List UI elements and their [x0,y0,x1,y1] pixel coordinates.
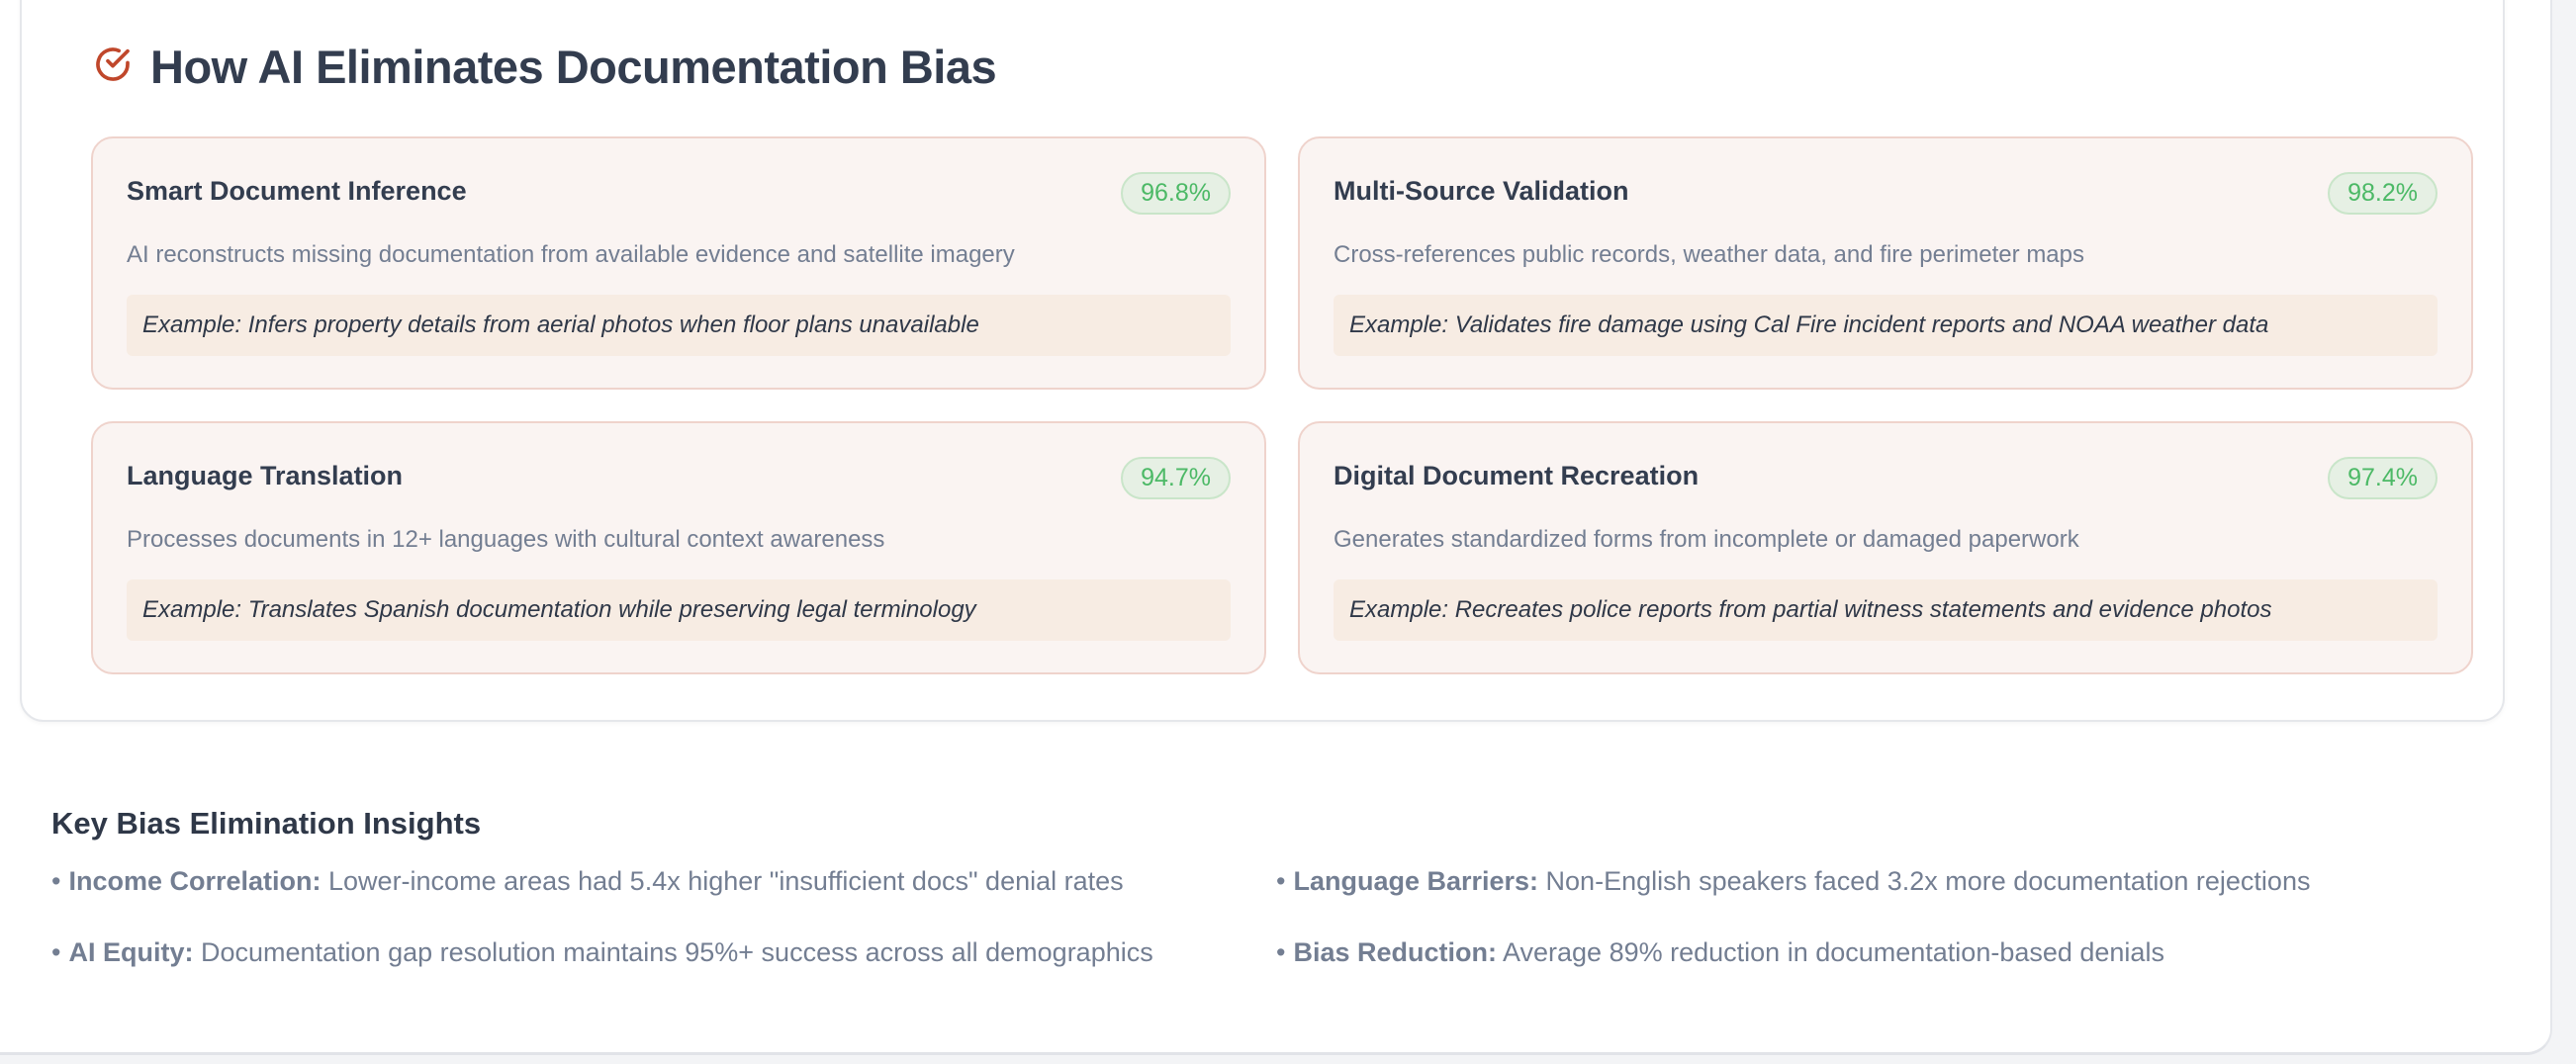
insights-title: Key Bias Elimination Insights [51,806,482,841]
card-example: Example: Infers property details from ae… [127,295,1231,356]
insight-label: Income Correlation: [68,866,322,896]
insight-text: Average 89% reduction in documentation-b… [1503,937,2164,967]
card-title: Multi-Source Validation [1334,176,1629,206]
card-title: Digital Document Recreation [1334,461,1700,490]
insight-label: Bias Reduction: [1293,937,1497,967]
success-rate-badge: 96.8% [1121,172,1231,215]
bias-elimination-panel: How AI Eliminates Documentation Bias Sma… [20,0,2505,722]
success-rate-badge: 97.4% [2328,457,2438,499]
insight-label: AI Equity: [68,937,194,967]
method-cards: Smart Document Inference 96.8% AI recons… [91,136,2473,674]
insight-item: • Language Barriers: Non-English speakers… [1276,866,2311,896]
insight-text: Lower-income areas had 5.4x higher "insu… [328,866,1124,896]
method-card: Digital Document Recreation 97.4% Genera… [1298,421,2473,674]
card-title: Language Translation [127,461,404,490]
card-title: Smart Document Inference [127,176,467,206]
insight-item: • Income Correlation: Lower-income areas … [51,866,1124,896]
success-rate-badge: 94.7% [1121,457,1231,499]
section-title: How AI Eliminates Documentation Bias [150,41,997,93]
insight-text: Documentation gap resolution maintains 9… [200,937,1153,967]
card-description: Cross-references public records, weather… [1334,241,2084,268]
insight-text: Non-English speakers faced 3.2x more doc… [1545,866,2311,896]
insight-item: • AI Equity: Documentation gap resolution… [51,937,1153,967]
card-example: Example: Validates fire damage using Cal… [1334,295,2438,356]
success-rate-badge: 98.2% [2328,172,2438,215]
card-description: Processes documents in 12+ languages wit… [127,526,885,553]
card-example: Example: Translates Spanish documentatio… [127,579,1231,641]
section-header: How AI Eliminates Documentation Bias [93,40,997,94]
insights-section: Key Bias Elimination Insights [51,806,481,842]
method-card: Smart Document Inference 96.8% AI recons… [91,136,1266,390]
card-description: AI reconstructs missing documentation fr… [127,241,1015,268]
card-example: Example: Recreates police reports from p… [1334,579,2438,641]
insight-label: Language Barriers: [1293,866,1539,896]
method-card: Multi-Source Validation 98.2% Cross-refe… [1298,136,2473,390]
method-card: Language Translation 94.7% Processes doc… [91,421,1266,674]
check-circle-icon [93,44,133,89]
insight-item: • Bias Reduction: Average 89% reduction i… [1276,937,2164,967]
card-description: Generates standardized forms from incomp… [1334,526,2079,553]
